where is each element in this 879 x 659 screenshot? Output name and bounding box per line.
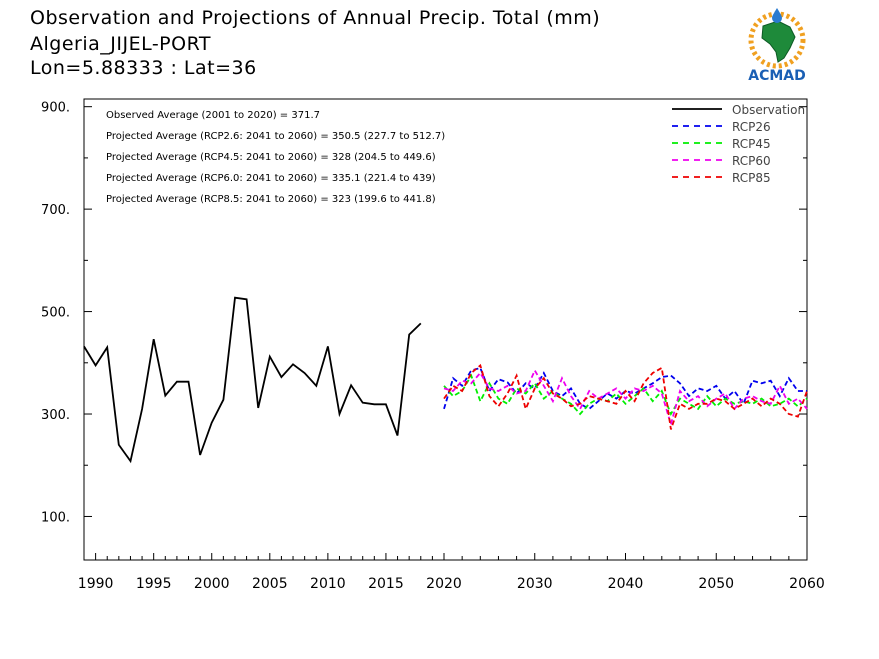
series-line-rcp85: [443, 363, 808, 430]
africa-map-logo-icon: [748, 8, 806, 69]
plot-frame: [83, 98, 808, 561]
series-line-rcp45: [443, 373, 808, 417]
annotation-text: Projected Average (RCP8.5: 2041 to 2060)…: [106, 194, 436, 205]
y-tick-label: 100.: [41, 510, 70, 525]
station-name: Algeria_JIJEL-PORT: [30, 33, 212, 55]
legend-label: RCP85: [732, 171, 771, 185]
y-tick-label: 500.: [41, 306, 70, 321]
annotation-text: Projected Average (RCP6.0: 2041 to 2060)…: [106, 173, 436, 184]
x-tick-label: 2000: [194, 576, 230, 592]
legend-label: Observation: [732, 103, 805, 117]
data-series: [83, 296, 808, 464]
annotation-text: Projected Average (RCP2.6: 2041 to 2060)…: [106, 131, 445, 142]
x-tick-label: 2020: [426, 576, 462, 592]
acmad-logo-text: ACMAD: [748, 68, 806, 84]
x-tick-label: 2050: [698, 576, 734, 592]
annotations: Observed Average (2001 to 2020) = 371.7 P…: [106, 110, 445, 205]
y-tick-label: 900.: [41, 101, 70, 116]
y-tick-label: 700.: [41, 203, 70, 218]
chart-title: Observation and Projections of Annual Pr…: [30, 7, 601, 29]
series-line-rcp60: [443, 368, 808, 428]
x-tick-label: 2010: [310, 576, 346, 592]
x-tick-label: 2040: [608, 576, 644, 592]
station-coordinates: Lon=5.88333 : Lat=36: [30, 57, 257, 79]
x-axis: 1990 1995 2000 2005 2010 2015 2020 2030 2040 2050…: [78, 553, 825, 592]
x-tick-label: 2015: [368, 576, 404, 592]
annotation-text: Observed Average (2001 to 2020) = 371.7: [106, 110, 320, 121]
y-axis: 100. 300. 500. 700. 900.: [41, 101, 807, 525]
x-tick-label: 2060: [789, 576, 825, 592]
legend-label: RCP26: [732, 120, 771, 134]
legend-label: RCP45: [732, 137, 771, 151]
legend-label: RCP60: [732, 154, 771, 168]
x-tick-label: 2030: [517, 576, 553, 592]
x-tick-label: 2005: [252, 576, 288, 592]
legend: Observation RCP26 RCP45 RCP60 RCP85: [672, 103, 805, 185]
x-tick-label: 1990: [78, 576, 114, 592]
acmad-logo: ACMAD: [748, 8, 806, 84]
series-line-observation: [83, 296, 422, 464]
y-tick-label: 300.: [41, 408, 70, 423]
annotation-text: Projected Average (RCP4.5: 2041 to 2060)…: [106, 152, 436, 163]
x-tick-label: 1995: [136, 576, 172, 592]
